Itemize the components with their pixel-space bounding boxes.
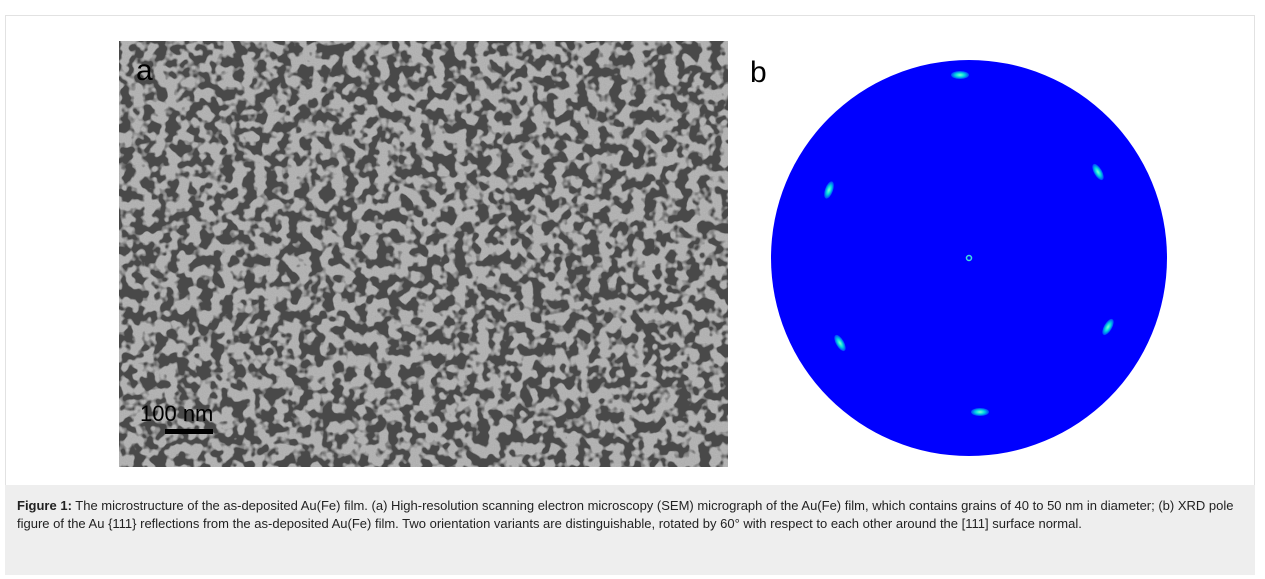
scale-bar xyxy=(165,429,213,434)
scale-bar-label: 100 nm xyxy=(140,401,213,426)
pole-spot xyxy=(824,181,834,199)
figure: a 100 nm b xyxy=(119,41,1167,467)
caption-text: The microstructure of the as-deposited A… xyxy=(17,498,1234,531)
panel-label: a xyxy=(136,54,153,87)
pole-figure xyxy=(771,60,1167,456)
pole-spot xyxy=(971,408,989,416)
pole-spot xyxy=(834,334,846,352)
sem-image xyxy=(119,41,728,467)
pole-spot xyxy=(951,71,969,79)
panel-label: b xyxy=(750,56,767,89)
pole-spot xyxy=(1102,318,1114,336)
caption-label: Figure 1: xyxy=(17,498,72,513)
pole-spot xyxy=(1092,163,1104,181)
caption: Figure 1: The microstructure of the as-d… xyxy=(5,485,1255,575)
pole-center xyxy=(965,254,973,262)
